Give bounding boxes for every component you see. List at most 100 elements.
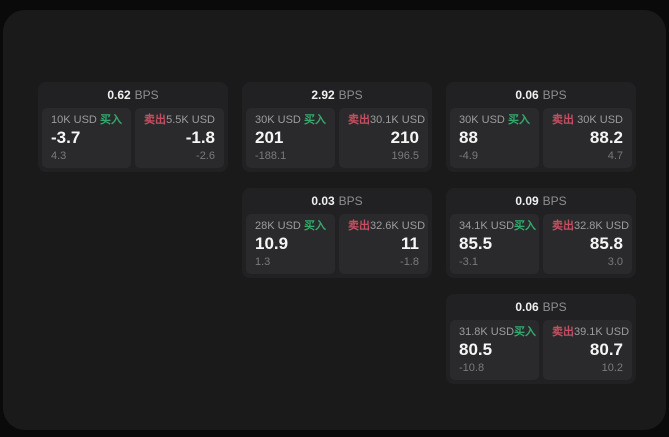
buy-panel[interactable]: 30K USD 买入 201 -188.1 (246, 108, 335, 168)
sell-side-label: 卖出 (552, 220, 574, 232)
card-header: 2.92 BPS (242, 82, 432, 108)
buy-price: 88 (459, 128, 478, 148)
buy-side-label: 买入 (508, 114, 530, 126)
buy-side-label: 买入 (514, 326, 537, 338)
sell-delta: -2.6 (196, 150, 215, 162)
buy-amount: 30K USD (255, 114, 301, 126)
buy-amount: 31.8K USD (459, 326, 515, 338)
quote-panels: 31.8K USD 买入 80.5 -10.8 卖出 39.1K USD 80.… (446, 320, 636, 384)
buy-side-label: 买入 (514, 220, 537, 232)
sell-amount: 30.1K USD (370, 114, 426, 126)
sell-panel-header: 卖出 5.5K USD (144, 115, 215, 126)
quote-panels: 30K USD 买入 201 -188.1 卖出 30.1K USD 210 1… (242, 108, 432, 172)
buy-side-label: 买入 (304, 114, 326, 126)
sell-side-label: 卖出 (348, 114, 370, 126)
quote-card: 0.06 BPS 31.8K USD 买入 80.5 -10.8 卖出 39.1… (446, 294, 636, 384)
sell-delta: 10.2 (601, 362, 623, 374)
sell-panel-header: 卖出 30.1K USD (348, 114, 425, 126)
quote-panels: 28K USD 买入 10.9 1.3 卖出 32.6K USD 11 -1.8 (242, 214, 432, 278)
quote-card: 0.62 BPS 10K USD 买入 -3.7 4.3 卖出 5.5K USD… (38, 82, 228, 172)
buy-delta: -4.9 (459, 150, 478, 162)
buy-panel-header: 10K USD 买入 (51, 115, 122, 126)
sell-delta: -1.8 (400, 256, 419, 268)
sell-price: -1.8 (185, 128, 215, 148)
sell-panel[interactable]: 卖出 39.1K USD 80.7 10.2 (543, 320, 632, 380)
sell-amount: 5.5K USD (166, 114, 215, 126)
sell-panel[interactable]: 卖出 30.1K USD 210 196.5 (339, 108, 428, 168)
buy-price: 85.5 (459, 234, 493, 254)
bps-value: 0.03 (311, 194, 335, 208)
quote-card: 0.03 BPS 28K USD 买入 10.9 1.3 卖出 32.6K US… (242, 188, 432, 278)
sell-delta: 3.0 (607, 256, 623, 268)
bps-unit-label: BPS (542, 300, 567, 314)
buy-panel-header: 30K USD 买入 (255, 115, 326, 126)
sell-panel[interactable]: 卖出 30K USD 88.2 4.7 (543, 108, 632, 168)
sell-amount: 32.8K USD (574, 220, 630, 232)
quote-card: 0.06 BPS 30K USD 买入 88 -4.9 卖出 30K USD 8… (446, 82, 636, 172)
buy-price: 10.9 (255, 234, 289, 254)
sell-panel-header: 卖出 30K USD (552, 115, 623, 126)
buy-panel[interactable]: 10K USD 买入 -3.7 4.3 (42, 108, 131, 168)
card-header: 0.09 BPS (446, 188, 636, 214)
sell-price: 85.8 (589, 234, 623, 254)
buy-panel-header: 34.1K USD 买入 (459, 220, 536, 232)
buy-side-label: 买入 (100, 114, 122, 126)
bps-value: 0.62 (107, 88, 131, 102)
buy-panel[interactable]: 28K USD 买入 10.9 1.3 (246, 214, 335, 274)
sell-delta: 4.7 (607, 150, 623, 162)
sell-price: 88.2 (589, 128, 623, 148)
bps-value: 0.09 (515, 194, 539, 208)
sell-panel[interactable]: 卖出 32.8K USD 85.8 3.0 (543, 214, 632, 274)
bps-unit-label: BPS (338, 88, 363, 102)
buy-delta: -3.1 (459, 256, 478, 268)
sell-panel[interactable]: 卖出 5.5K USD -1.8 -2.6 (135, 108, 224, 168)
quote-card: 0.09 BPS 34.1K USD 买入 85.5 -3.1 卖出 32.8K… (446, 188, 636, 278)
bps-unit-label: BPS (542, 88, 567, 102)
buy-side-label: 买入 (304, 220, 326, 232)
sell-panel-header: 卖出 39.1K USD (552, 326, 629, 338)
sell-delta: 196.5 (391, 150, 419, 162)
bps-unit-label: BPS (338, 194, 363, 208)
buy-price: 201 (255, 128, 284, 148)
card-header: 0.06 BPS (446, 294, 636, 320)
sell-amount: 30K USD (577, 114, 623, 126)
buy-panel[interactable]: 30K USD 买入 88 -4.9 (450, 108, 539, 168)
buy-panel[interactable]: 31.8K USD 买入 80.5 -10.8 (450, 320, 539, 380)
sell-panel-header: 卖出 32.6K USD (348, 220, 425, 232)
bps-unit-label: BPS (134, 88, 159, 102)
buy-amount: 10K USD (51, 114, 97, 126)
buy-amount: 34.1K USD (459, 220, 515, 232)
app-window: 0.62 BPS 10K USD 买入 -3.7 4.3 卖出 5.5K USD… (3, 10, 666, 430)
sell-price: 210 (390, 128, 419, 148)
sell-side-label: 卖出 (144, 114, 166, 126)
sell-side-label: 卖出 (348, 220, 370, 232)
quote-card: 2.92 BPS 30K USD 买入 201 -188.1 卖出 30.1K … (242, 82, 432, 172)
buy-panel-header: 31.8K USD 买入 (459, 326, 536, 338)
sell-amount: 32.6K USD (370, 220, 426, 232)
buy-price: -3.7 (51, 128, 81, 148)
sell-amount: 39.1K USD (574, 326, 630, 338)
buy-delta: 4.3 (51, 150, 67, 162)
buy-delta: 1.3 (255, 256, 271, 268)
buy-amount: 28K USD (255, 220, 301, 232)
bps-value: 0.06 (515, 88, 539, 102)
bps-value: 0.06 (515, 300, 539, 314)
buy-delta: -188.1 (255, 150, 287, 162)
buy-delta: -10.8 (459, 362, 485, 374)
quote-card-grid: 0.62 BPS 10K USD 买入 -3.7 4.3 卖出 5.5K USD… (38, 82, 636, 384)
sell-price: 11 (401, 234, 419, 254)
sell-side-label: 卖出 (552, 326, 574, 338)
card-header: 0.62 BPS (38, 82, 228, 108)
buy-price: 80.5 (459, 340, 493, 360)
card-header: 0.03 BPS (242, 188, 432, 214)
bps-value: 2.92 (311, 88, 335, 102)
sell-panel[interactable]: 卖出 32.6K USD 11 -1.8 (339, 214, 428, 274)
sell-side-label: 卖出 (552, 114, 574, 126)
quote-panels: 34.1K USD 买入 85.5 -3.1 卖出 32.8K USD 85.8… (446, 214, 636, 278)
buy-panel-header: 28K USD 买入 (255, 221, 326, 232)
buy-panel[interactable]: 34.1K USD 买入 85.5 -3.1 (450, 214, 539, 274)
sell-panel-header: 卖出 32.8K USD (552, 220, 629, 232)
sell-price: 80.7 (589, 340, 623, 360)
buy-amount: 30K USD (459, 114, 505, 126)
